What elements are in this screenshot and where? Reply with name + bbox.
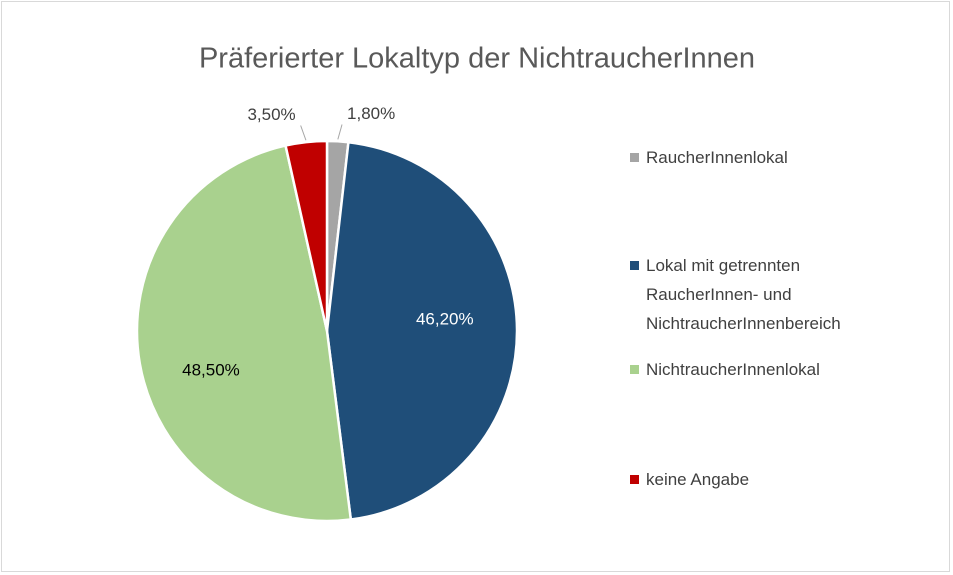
leader-line (337, 124, 343, 140)
leader-line (300, 125, 307, 141)
legend-item: RaucherInnenlokal (630, 143, 880, 172)
legend-item: NichtraucherInnenlokal (630, 355, 880, 384)
legend-label: Lokal mit getrennten RaucherInnen- und N… (646, 256, 841, 333)
data-label: 3,50% (247, 105, 295, 124)
data-label: 48,50% (182, 361, 240, 380)
pie-slice (325, 140, 519, 521)
legend-label: RaucherInnenlokal (646, 148, 788, 167)
pie-slice (135, 144, 353, 523)
legend-swatch (630, 261, 639, 270)
chart-title: Präferierter Lokaltyp der NichtraucherIn… (199, 43, 755, 75)
data-label: 46,20% (416, 310, 474, 329)
legend-swatch (630, 475, 639, 484)
legend-swatch (630, 365, 639, 374)
pie-slice (284, 139, 329, 332)
legend-label: keine Angabe (646, 470, 750, 489)
legend-swatch (630, 153, 639, 162)
data-label: 1,80% (347, 104, 395, 123)
legend-item: Lokal mit getrennten RaucherInnen- und N… (630, 251, 880, 338)
legend-item: keine Angabe (630, 465, 880, 494)
legend-label: NichtraucherInnenlokal (646, 360, 820, 379)
